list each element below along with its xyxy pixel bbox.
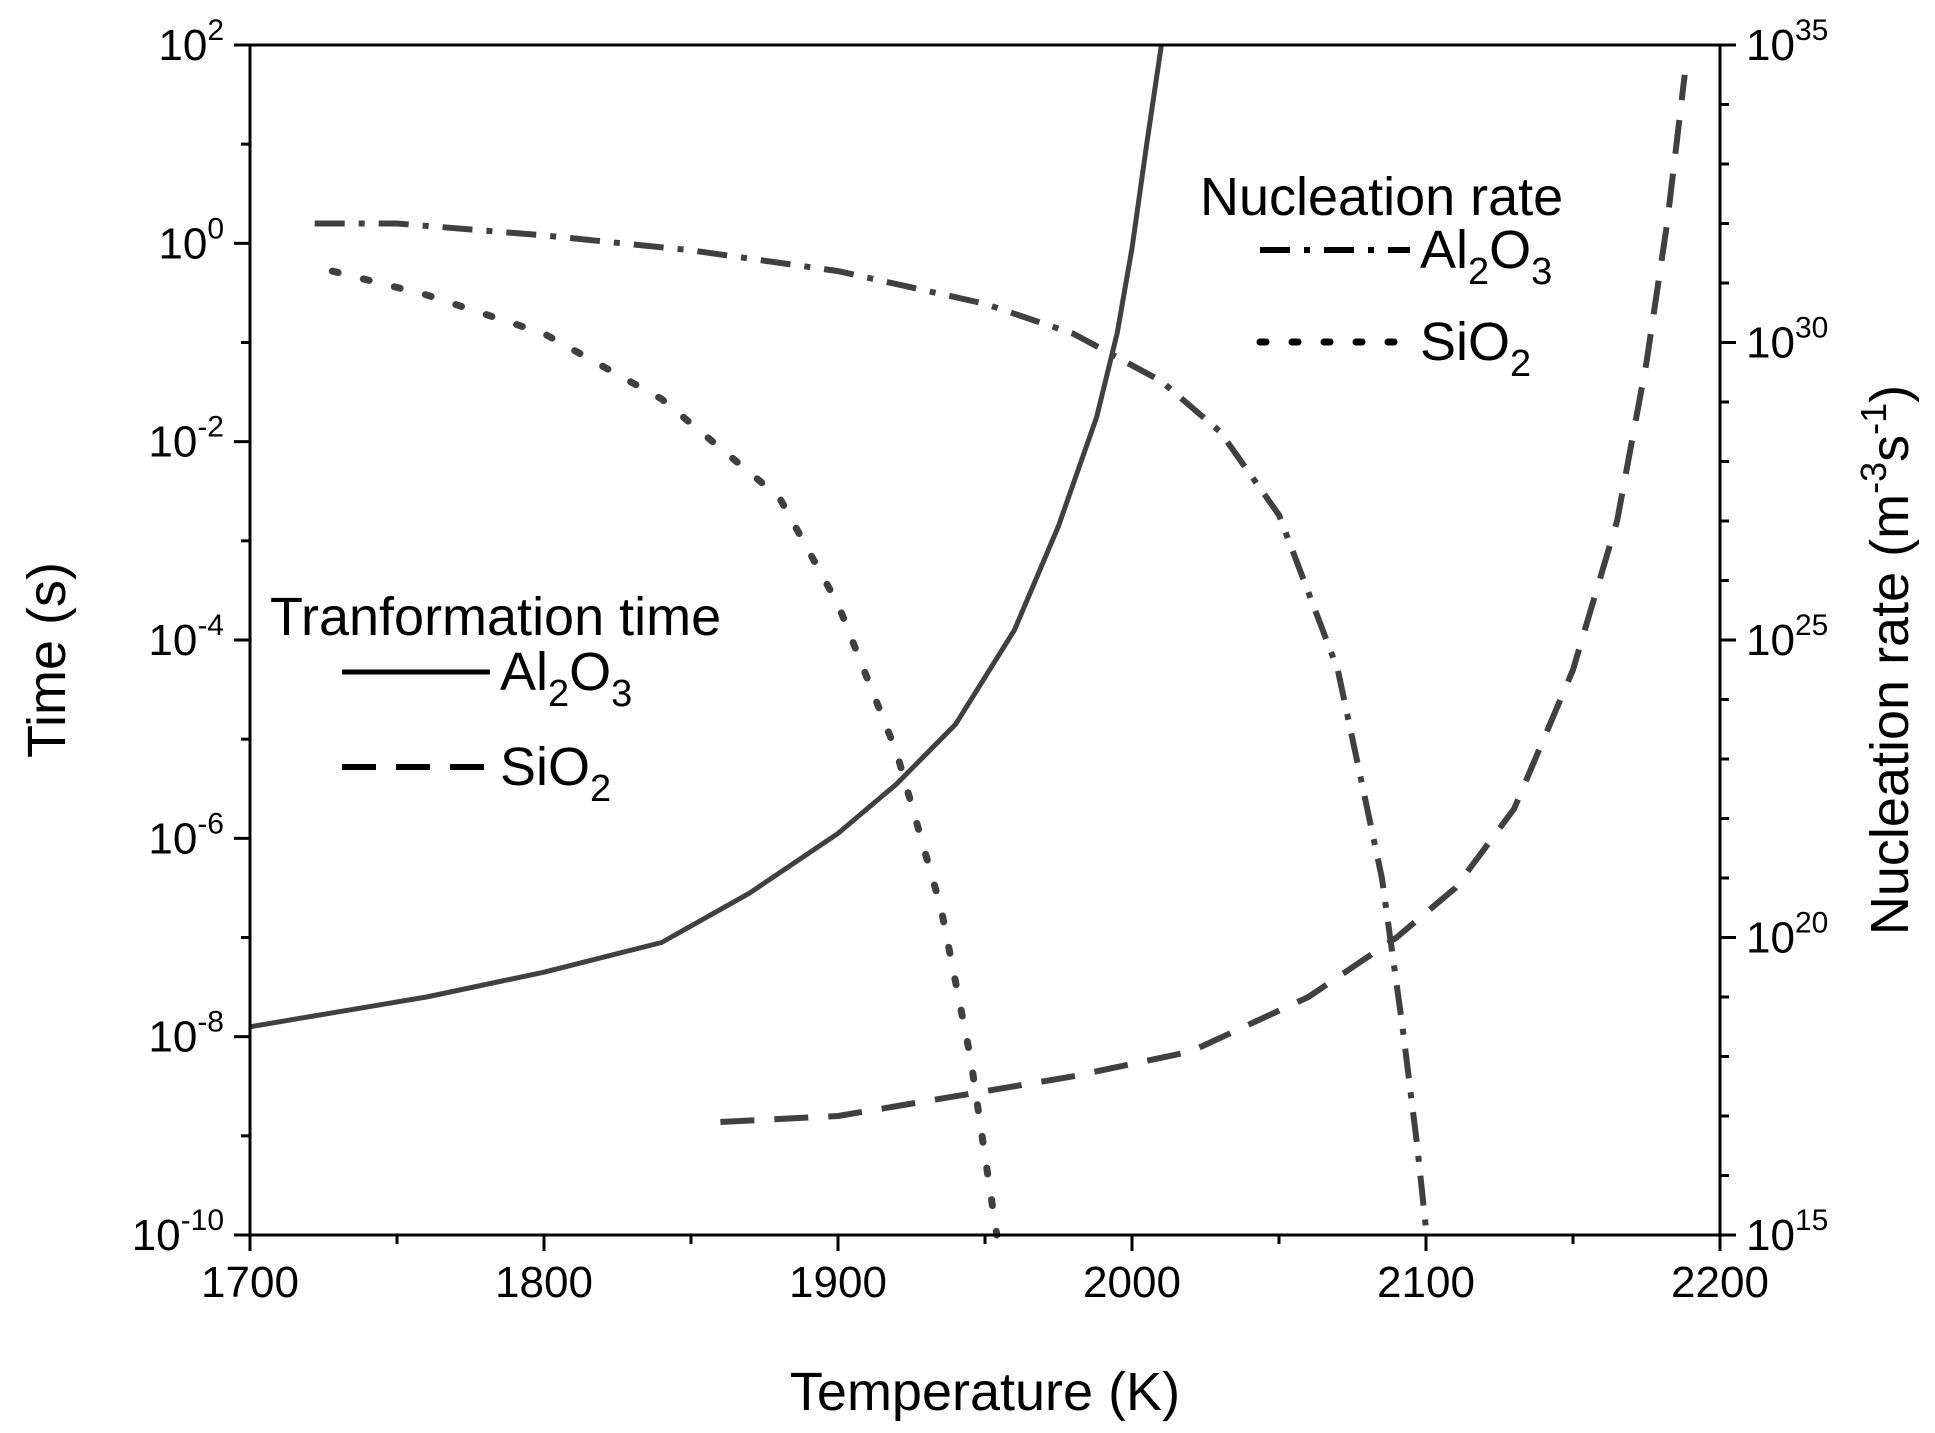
- series-line-sio2-transformation-time: [720, 74, 1688, 1125]
- x-tick-label: 1800: [495, 1258, 593, 1307]
- x-tick-label: 2100: [1377, 1258, 1475, 1307]
- series-line-sio2-nucleation-rate: [328, 267, 1001, 1239]
- legend-entry-label: Al2O3: [500, 642, 632, 715]
- legend-entry-label: SiO2: [1420, 312, 1531, 385]
- y-left-axis-title: Time (s): [17, 562, 77, 758]
- x-tick-label: 1700: [201, 1258, 299, 1307]
- x-tick-label: 2000: [1083, 1258, 1181, 1307]
- y-left-tick-label: 100: [158, 212, 224, 268]
- labels-layer: 1700 1800 1900 2000 2100 2200 102 100 10-2 10-4 10…: [17, 14, 1920, 1422]
- y-right-tick-label: 1030: [1746, 312, 1828, 368]
- y-left-tick-label: 10-6: [148, 807, 224, 863]
- y-left-tick-label: 102: [158, 14, 224, 70]
- legend-entry-label: SiO2: [500, 737, 611, 810]
- x-axis-title: Temperature (K): [790, 1362, 1180, 1422]
- legend-title: Tranformation time: [270, 587, 721, 647]
- legend-title: Nucleation rate: [1200, 167, 1563, 227]
- y-left-tick-label: 10-4: [148, 609, 224, 665]
- series-line-al2o3-transformation-time: [249, 44, 1164, 1030]
- y-left-tick-label: 10-8: [148, 1006, 224, 1062]
- y-right-tick-label: 1025: [1746, 609, 1828, 665]
- series-layer: [249, 44, 1688, 1239]
- x-tick-label: 2200: [1671, 1258, 1769, 1307]
- y-left-tick-label: 10-2: [148, 411, 224, 467]
- y-right-tick-label: 1035: [1746, 14, 1828, 70]
- y-right-tick-label: 1015: [1746, 1204, 1828, 1260]
- y-right-axis-title: Nucleation rate (m-3s-1): [1853, 385, 1920, 935]
- y-right-tick-label: 1020: [1746, 907, 1828, 963]
- series-line-al2o3-nucleation-rate: [314, 220, 1429, 1230]
- legend-entry-label: Al2O3: [1420, 220, 1552, 293]
- axes-layer: [234, 43, 1736, 1251]
- y-left-tick-label: 10-10: [132, 1204, 224, 1260]
- x-tick-label: 1900: [789, 1258, 887, 1307]
